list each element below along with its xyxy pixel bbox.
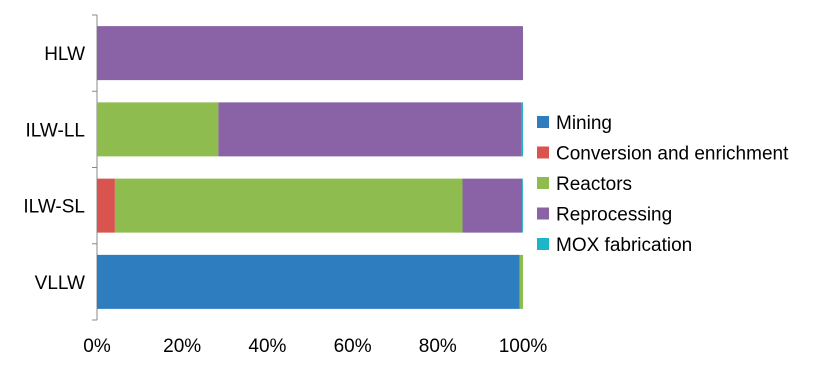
legend-label: MOX fabrication [556,235,692,256]
legend-swatch [537,238,549,250]
x-tick-label: 0% [83,336,111,357]
bar-ilw-sl-mox-fabrication [522,178,523,233]
x-tick-label: 100% [499,336,548,357]
legend-swatch [537,116,549,128]
legend-label: Reprocessing [556,205,672,226]
axis-labels: HLW ILW-LL ILW-SL VLLW 0% 20% 40% 60% 80% 100% [23,44,547,357]
bar-ilw-ll-reprocessing [218,102,522,157]
category-label: HLW [44,44,85,65]
bar-hlw-reprocessing [97,26,523,81]
legend: Mining Conversion and enrichment Reactors R… [537,113,789,256]
legend-swatch [537,146,549,159]
bar-ilw-sl-reactors [114,178,463,233]
x-tick-label: 60% [334,336,372,357]
x-tick-label: 40% [248,336,286,357]
category-label: ILW-SL [23,197,85,218]
bar-ilw-sl-conversion-and-enrichment [97,178,115,233]
bar-ilw-sl-reprocessing [462,178,523,233]
legend-swatch [537,207,549,220]
bar-vllw-reactors [519,254,523,309]
legend-label: Mining [556,113,612,134]
bar-ilw-ll-mox-fabrication [521,102,523,157]
category-label: ILW-LL [26,120,86,141]
legend-swatch [537,177,549,189]
bar-ilw-ll-reactors [97,102,219,157]
bars [97,26,523,309]
axes [92,14,98,321]
legend-label: Conversion and enrichment [556,144,789,165]
x-tick-label: 20% [163,336,201,357]
bar-vllw-mining [97,254,520,309]
category-label: VLLW [35,273,85,294]
x-tick-label: 80% [419,336,457,357]
legend-label: Reactors [556,174,632,195]
